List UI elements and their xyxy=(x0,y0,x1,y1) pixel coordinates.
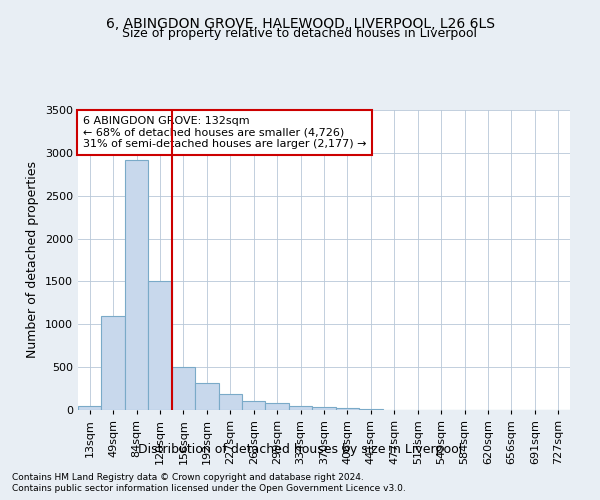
Bar xyxy=(195,382,218,410)
Bar xyxy=(218,394,242,410)
Bar xyxy=(336,408,359,410)
Bar xyxy=(125,160,148,410)
Text: Size of property relative to detached houses in Liverpool: Size of property relative to detached ho… xyxy=(122,28,478,40)
Bar xyxy=(78,406,101,410)
Y-axis label: Number of detached properties: Number of detached properties xyxy=(26,162,40,358)
Bar xyxy=(101,316,125,410)
Text: 6 ABINGDON GROVE: 132sqm
← 68% of detached houses are smaller (4,726)
31% of sem: 6 ABINGDON GROVE: 132sqm ← 68% of detach… xyxy=(83,116,367,149)
Bar xyxy=(265,402,289,410)
Text: Contains HM Land Registry data © Crown copyright and database right 2024.: Contains HM Land Registry data © Crown c… xyxy=(12,472,364,482)
Bar xyxy=(148,282,172,410)
Bar xyxy=(359,409,383,410)
Text: Contains public sector information licensed under the Open Government Licence v3: Contains public sector information licen… xyxy=(12,484,406,493)
Bar xyxy=(289,406,312,410)
Text: Distribution of detached houses by size in Liverpool: Distribution of detached houses by size … xyxy=(138,442,462,456)
Bar xyxy=(242,402,265,410)
Bar xyxy=(312,408,336,410)
Text: 6, ABINGDON GROVE, HALEWOOD, LIVERPOOL, L26 6LS: 6, ABINGDON GROVE, HALEWOOD, LIVERPOOL, … xyxy=(106,18,494,32)
Bar xyxy=(172,367,195,410)
